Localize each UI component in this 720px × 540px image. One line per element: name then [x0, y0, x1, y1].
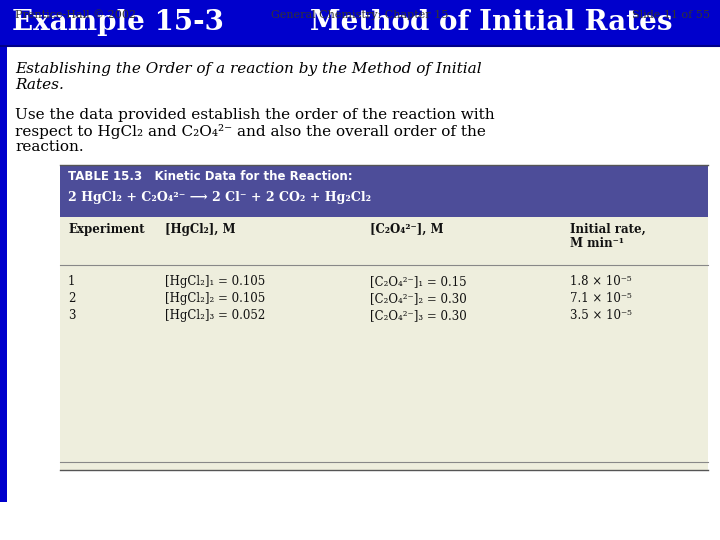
- Text: Rates.: Rates.: [15, 78, 64, 92]
- Text: [HgCl₂], M: [HgCl₂], M: [165, 223, 235, 236]
- Text: 2 HgCl₂ + C₂O₄²⁻ ⟶ 2 Cl⁻ + 2 CO₂ + Hg₂Cl₂: 2 HgCl₂ + C₂O₄²⁻ ⟶ 2 Cl⁻ + 2 CO₂ + Hg₂Cl…: [68, 191, 371, 204]
- Bar: [60, 265, 708, 470]
- Text: 3: 3: [68, 309, 76, 322]
- Bar: [60, 217, 708, 265]
- Text: Method of Initial Rates: Method of Initial Rates: [310, 9, 672, 36]
- Text: [C₂O₄²⁻]₁ = 0.15: [C₂O₄²⁻]₁ = 0.15: [370, 275, 467, 288]
- Text: TABLE 15.3   Kinetic Data for the Reaction:: TABLE 15.3 Kinetic Data for the Reaction…: [68, 170, 353, 183]
- Text: Example 15-3: Example 15-3: [12, 9, 224, 36]
- Bar: [0, 0, 720, 45]
- Text: 7.1 × 10⁻⁵: 7.1 × 10⁻⁵: [570, 292, 631, 305]
- Text: 1: 1: [68, 275, 76, 288]
- Text: [C₂O₄²⁻]₃ = 0.30: [C₂O₄²⁻]₃ = 0.30: [370, 309, 467, 322]
- Text: M min⁻¹: M min⁻¹: [570, 237, 624, 250]
- Text: reaction.: reaction.: [15, 140, 84, 154]
- Text: Slide 11 of 55: Slide 11 of 55: [632, 10, 710, 20]
- Text: [C₂O₄²⁻], M: [C₂O₄²⁻], M: [370, 223, 444, 236]
- Text: respect to HgCl₂ and C₂O₄²⁻ and also the overall order of the: respect to HgCl₂ and C₂O₄²⁻ and also the…: [15, 124, 486, 139]
- Text: Use the data provided establish the order of the reaction with: Use the data provided establish the orde…: [15, 108, 495, 122]
- Text: General Chemistry: Chapter 15: General Chemistry: Chapter 15: [271, 10, 449, 20]
- Text: [HgCl₂]₃ = 0.052: [HgCl₂]₃ = 0.052: [165, 309, 265, 322]
- Bar: [0, 46, 7, 502]
- Text: 3.5 × 10⁻⁵: 3.5 × 10⁻⁵: [570, 309, 632, 322]
- Text: [HgCl₂]₁ = 0.105: [HgCl₂]₁ = 0.105: [165, 275, 265, 288]
- Text: 1.8 × 10⁻⁵: 1.8 × 10⁻⁵: [570, 275, 631, 288]
- Text: Prentice-Hall © 2002: Prentice-Hall © 2002: [15, 10, 136, 20]
- Text: [C₂O₄²⁻]₂ = 0.30: [C₂O₄²⁻]₂ = 0.30: [370, 292, 467, 305]
- Text: Initial rate,: Initial rate,: [570, 223, 646, 236]
- Text: Experiment: Experiment: [68, 223, 145, 236]
- Text: Establishing the Order of a reaction by the Method of Initial: Establishing the Order of a reaction by …: [15, 62, 482, 76]
- Text: [HgCl₂]₂ = 0.105: [HgCl₂]₂ = 0.105: [165, 292, 265, 305]
- Bar: [60, 165, 708, 217]
- Text: 2: 2: [68, 292, 76, 305]
